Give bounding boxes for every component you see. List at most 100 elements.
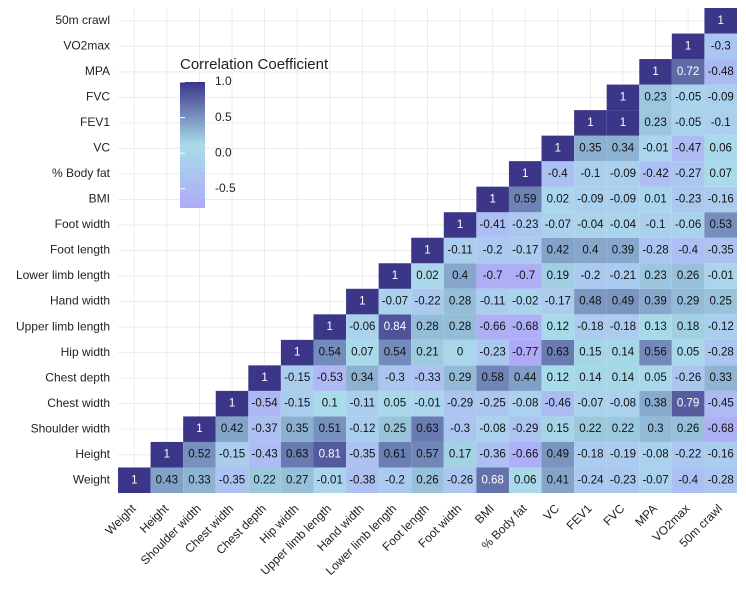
cell-label: 0.3	[648, 423, 664, 435]
cell-label: 0.21	[416, 347, 438, 359]
cell-label: 0.63	[416, 423, 438, 435]
cell-label: -0.16	[708, 193, 734, 205]
heatmap-cell	[378, 288, 412, 315]
heatmap-cell	[606, 467, 640, 493]
heatmap-cell	[346, 390, 379, 417]
heatmap-cell	[671, 441, 705, 468]
cell-label: 0.19	[547, 270, 569, 282]
x-tick-label: BMI	[472, 501, 497, 526]
cell-label: -0.3	[385, 372, 405, 384]
heatmap-cell	[541, 339, 575, 366]
cell-label: 0.05	[644, 372, 666, 384]
heatmap-cell	[476, 390, 509, 417]
heatmap-cell	[411, 237, 444, 264]
heatmap-cell	[508, 237, 542, 264]
cell-label: 0.84	[384, 321, 407, 333]
cell-label: 0.39	[612, 245, 634, 257]
cell-label: -0.11	[480, 296, 505, 308]
cell-label: 0.22	[579, 423, 601, 435]
cell-label: -0.06	[349, 321, 375, 333]
heatmap-cell	[378, 263, 412, 289]
heatmap-cell	[574, 110, 607, 136]
y-tick-label: Chest depth	[45, 370, 110, 384]
cell-label: 0.12	[547, 321, 569, 333]
x-tick-label: MPA	[632, 501, 660, 529]
cell-label: -0.23	[480, 347, 506, 359]
heatmap-cell	[248, 467, 281, 493]
heatmap-cell	[280, 416, 314, 442]
cell-label: 0.42	[547, 245, 569, 257]
cell-label: 1	[294, 347, 300, 359]
cell-label: -0.2	[580, 270, 600, 282]
heatmap-cell	[215, 390, 249, 417]
legend-tick-label: -0.5	[215, 181, 236, 195]
cell-label: -0.4	[678, 474, 698, 486]
cell-label: -0.48	[708, 66, 734, 78]
cell-label: -0.01	[708, 270, 734, 282]
cell-label: -0.77	[512, 347, 538, 359]
heatmap-cell	[704, 237, 737, 264]
cell-label: -0.28	[708, 347, 734, 359]
y-tick-label: Hand width	[50, 294, 110, 308]
cell-label: -0.1	[580, 168, 600, 180]
cell-label: 1	[587, 117, 593, 129]
cell-label: -0.68	[708, 423, 734, 435]
cell-label: -0.05	[675, 117, 701, 129]
heatmap-cell	[639, 212, 672, 238]
heatmap-cell	[671, 339, 705, 366]
cell-label: 0.23	[644, 117, 666, 129]
cell-label: 0.29	[677, 296, 699, 308]
heatmap-cell	[671, 110, 705, 136]
cell-label: 1	[164, 449, 170, 461]
cell-label: -0.17	[545, 296, 571, 308]
heatmap-cell	[248, 365, 281, 391]
heatmap-cell	[443, 416, 477, 442]
cell-label: 0.25	[384, 423, 406, 435]
heatmap-cell	[606, 237, 640, 264]
cell-label: 0.41	[547, 474, 569, 486]
legend-tick-label: 1.0	[215, 74, 232, 88]
cell-label: 1	[685, 40, 691, 52]
cell-label: 0.29	[449, 372, 471, 384]
cell-label: 0.23	[644, 270, 666, 282]
heatmap-cell	[508, 186, 542, 213]
heatmap-cell	[606, 161, 640, 187]
cell-label: -0.12	[708, 321, 734, 333]
cell-label: -0.16	[708, 449, 734, 461]
cell-label: 0.14	[612, 347, 635, 359]
cell-label: 1	[489, 193, 495, 205]
heatmap-cell	[574, 212, 607, 238]
y-tick-label: Lower limb length	[16, 268, 110, 282]
heatmap-cell	[313, 339, 347, 366]
heatmap-cell	[704, 288, 737, 315]
cell-label: -0.01	[642, 142, 668, 154]
cell-label: 0.35	[286, 423, 308, 435]
heatmap-cell	[671, 84, 705, 111]
heatmap-cell	[574, 288, 607, 315]
heatmap-cell	[574, 467, 607, 493]
heatmap-cell	[606, 314, 640, 340]
heatmap-cell	[671, 263, 705, 289]
cell-label: 0.15	[547, 423, 569, 435]
y-tick-label: Hip width	[61, 345, 110, 359]
heatmap-cell	[215, 441, 249, 468]
heatmap-cell	[313, 365, 347, 391]
cell-label: -0.36	[480, 449, 506, 461]
heatmap-cell	[476, 288, 509, 315]
heatmap-cell	[411, 263, 444, 289]
heatmap-cell	[704, 441, 737, 468]
cell-label: 0.02	[416, 270, 438, 282]
heatmap-cell	[639, 390, 672, 417]
heatmap-cell	[704, 212, 737, 238]
heatmap-cell	[671, 288, 705, 315]
cell-label: -0.26	[675, 372, 701, 384]
cell-label: 1	[652, 66, 658, 78]
cell-label: -0.3	[450, 423, 470, 435]
heatmap-cell	[508, 161, 542, 187]
heatmap-cell	[443, 288, 477, 315]
heatmap-cell	[639, 467, 672, 493]
cell-label: -0.35	[708, 245, 734, 257]
heatmap-cell	[280, 365, 314, 391]
cell-label: -0.11	[350, 398, 375, 410]
heatmap-cell	[606, 339, 640, 366]
